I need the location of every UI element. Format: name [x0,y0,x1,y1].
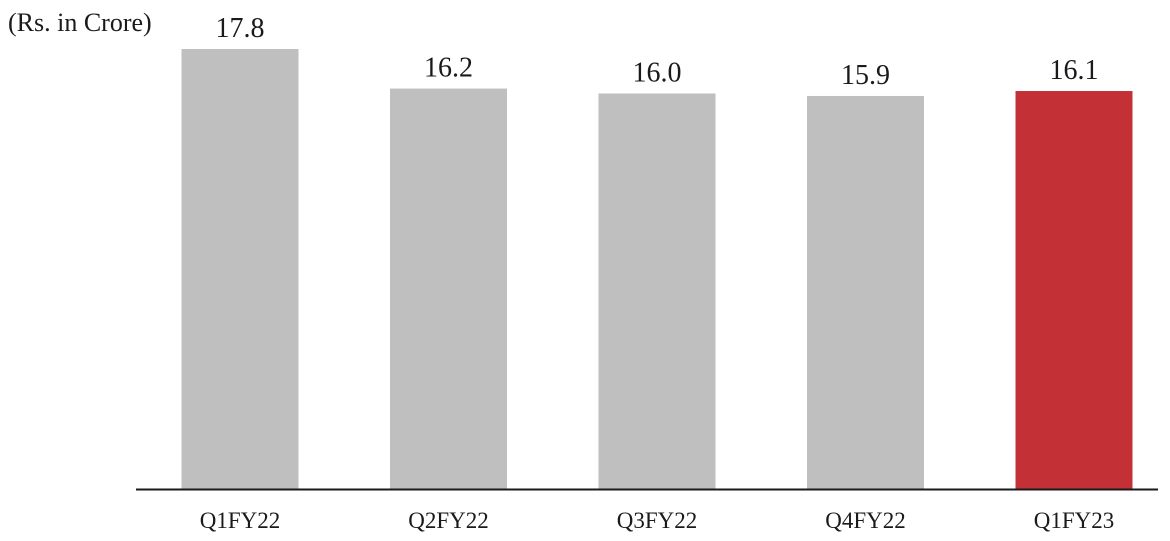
bar-q2fy22 [390,88,507,489]
bar-q3fy22 [598,93,716,489]
bar-q4fy22 [807,95,924,489]
tick-labels-group: Q1FY22 Q2FY22 Q3FY22 Q4FY22 Q1FY23 [200,508,1115,533]
bar-q1fy22 [181,49,299,489]
bar-q1fy23 [1015,91,1133,490]
tick-label-q1fy23: Q1FY23 [1034,508,1115,533]
value-labels-group: 17.8 16.2 16.0 15.9 16.1 [216,13,1099,91]
value-label-q4fy22: 15.9 [841,60,890,91]
value-label-q3fy22: 16.0 [633,57,682,88]
tick-label-q2fy22: Q2FY22 [408,508,489,533]
tick-label-q1fy22: Q1FY22 [200,508,281,533]
value-label-q1fy23: 16.1 [1050,55,1099,86]
bars-group [181,49,1133,490]
value-label-q1fy22: 17.8 [216,13,265,44]
tick-label-q3fy22: Q3FY22 [617,508,698,533]
value-label-q2fy22: 16.2 [424,53,473,84]
tick-label-q4fy22: Q4FY22 [825,508,906,533]
unit-label: (Rs. in Crore) [8,8,152,37]
